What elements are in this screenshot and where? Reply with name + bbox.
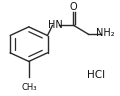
Text: O: O: [70, 2, 78, 12]
Text: CH₃: CH₃: [21, 83, 37, 92]
Text: HCl: HCl: [87, 70, 105, 80]
Text: HN: HN: [48, 20, 63, 30]
Text: NH₂: NH₂: [96, 28, 115, 38]
